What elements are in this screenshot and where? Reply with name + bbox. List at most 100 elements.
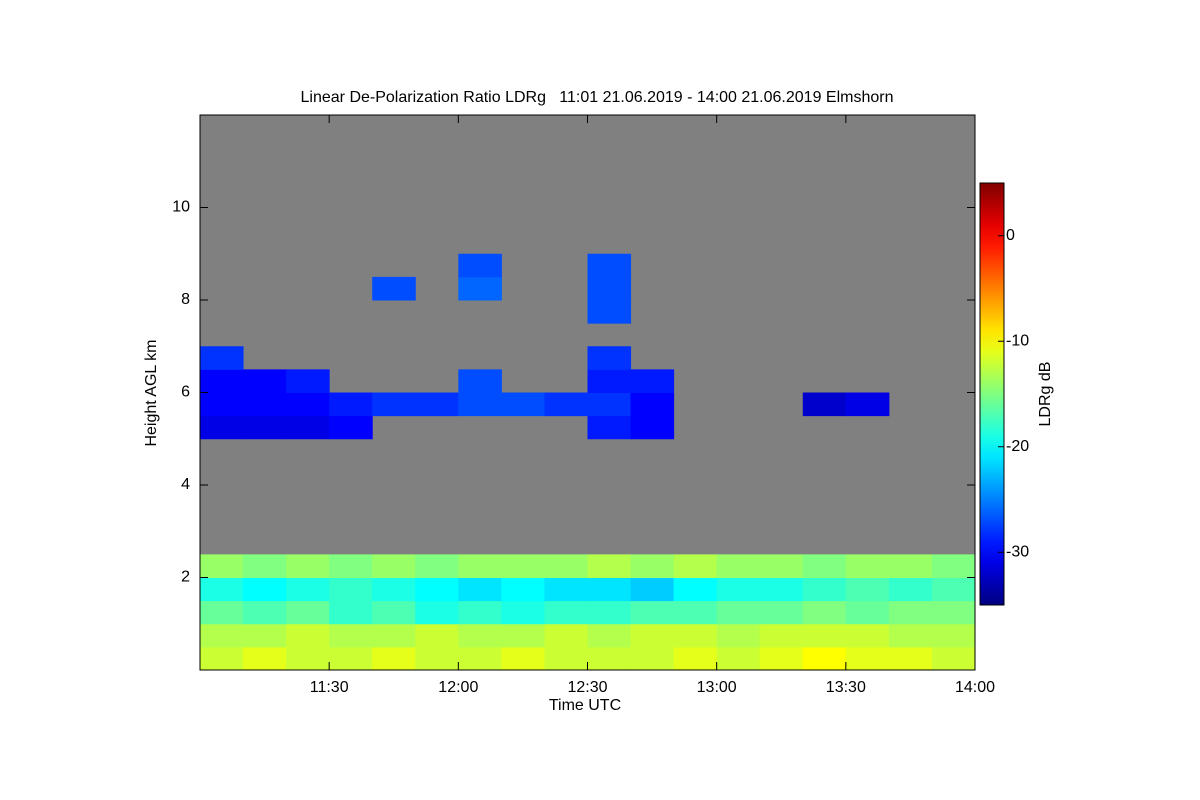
heatmap-cell	[329, 577, 373, 602]
heatmap-cell	[329, 623, 373, 648]
heatmap-cell	[673, 600, 718, 625]
heatmap-cell	[372, 276, 416, 301]
heatmap-cell	[845, 623, 890, 648]
heatmap-cell	[200, 554, 244, 578]
heatmap-cell	[845, 554, 890, 578]
heatmap-cell	[372, 392, 416, 417]
heatmap-cell	[630, 415, 675, 440]
heatmap-cell	[931, 554, 976, 578]
heatmap-cell	[458, 253, 502, 278]
heatmap-cell	[544, 577, 588, 602]
heatmap-cell	[802, 577, 847, 602]
heatmap-cell	[544, 646, 588, 671]
heatmap-cell	[845, 646, 890, 671]
heatmap-cell	[286, 577, 330, 602]
heatmap-cell	[329, 646, 373, 671]
heatmap-cell	[200, 369, 244, 393]
heatmap-cell	[372, 600, 416, 625]
heatmap-cell	[243, 600, 287, 625]
heatmap-cell	[458, 392, 502, 417]
heatmap-cell	[587, 276, 632, 301]
heatmap-cell	[716, 554, 761, 578]
heatmap-cell	[587, 646, 632, 671]
y-tick-label: 10	[172, 199, 190, 216]
heatmap-cell	[802, 392, 847, 417]
heatmap-cell	[888, 646, 933, 671]
heatmap-cell	[458, 554, 502, 578]
heatmap-cell	[200, 415, 244, 440]
y-tick-label: 6	[181, 384, 190, 401]
heatmap-cell	[200, 392, 244, 417]
heatmap-cell	[200, 646, 244, 671]
heatmap-cell	[286, 600, 330, 625]
heatmap-cell	[931, 577, 976, 602]
y-tick-label: 8	[181, 291, 190, 308]
heatmap-cell	[630, 554, 675, 578]
heatmap-cell	[501, 392, 545, 417]
heatmap-cell	[802, 600, 847, 625]
heatmap-cell	[243, 369, 287, 393]
heatmap-cell	[415, 646, 459, 671]
heatmap-cell	[630, 392, 675, 417]
heatmap-cell	[501, 623, 545, 648]
x-tick-label: 12:30	[567, 679, 607, 696]
heatmap-cell	[329, 554, 373, 578]
heatmap-cell	[458, 577, 502, 602]
heatmap-cell	[587, 623, 632, 648]
heatmap-cell	[243, 577, 287, 602]
heatmap-cell	[888, 577, 933, 602]
heatmap-cell	[716, 600, 761, 625]
heatmap-cell	[587, 369, 632, 393]
heatmap-cell	[802, 554, 847, 578]
heatmap-cell	[802, 646, 847, 671]
heatmap-cell	[458, 623, 502, 648]
heatmap-cell	[501, 646, 545, 671]
heatmap-cell	[286, 369, 330, 393]
heatmap-cell	[716, 577, 761, 602]
x-tick-label: 11:30	[310, 679, 349, 696]
colorbar-label: LDRg dB	[1037, 362, 1054, 427]
heatmap-cell	[372, 554, 416, 578]
heatmap-cell	[501, 600, 545, 625]
heatmap-cell	[286, 623, 330, 648]
y-axis-label: Height AGL km	[143, 339, 160, 446]
heatmap-cell	[372, 646, 416, 671]
colorbar-tick-label: -10	[1006, 332, 1029, 349]
heatmap-cell	[415, 392, 459, 417]
heatmap-cell	[630, 600, 675, 625]
heatmap-cell	[415, 577, 459, 602]
heatmap-cell	[931, 623, 976, 648]
heatmap-cell	[458, 600, 502, 625]
heatmap-cell	[888, 600, 933, 625]
heatmap-cell	[286, 646, 330, 671]
x-tick-label: 13:00	[697, 679, 737, 696]
heatmap-cell	[759, 554, 804, 578]
heatmap-cell	[243, 623, 287, 648]
heatmap-cell	[630, 646, 675, 671]
x-tick-label: 13:30	[826, 679, 866, 696]
heatmap-cell	[931, 600, 976, 625]
heatmap-cell	[673, 646, 718, 671]
heatmap-cell	[759, 577, 804, 602]
heatmap-cell	[587, 392, 632, 417]
heatmap-cell	[716, 623, 761, 648]
colorbar-tick-label: -30	[1006, 543, 1029, 560]
heatmap-cell	[200, 600, 244, 625]
heatmap-cell	[372, 623, 416, 648]
heatmap-cell	[759, 600, 804, 625]
x-tick-label: 14:00	[955, 679, 995, 696]
heatmap-cell	[845, 600, 890, 625]
heatmap-cell	[243, 554, 287, 578]
x-tick-label: 12:00	[438, 679, 478, 696]
heatmap-cell	[587, 415, 632, 440]
heatmap-cell	[200, 346, 244, 370]
heatmap-cell	[286, 415, 330, 440]
heatmap-cell	[587, 346, 632, 370]
chart-title: Linear De-Polarization Ratio LDRg 11:01 …	[301, 89, 894, 106]
heatmap-cell	[200, 623, 244, 648]
heatmap-cell	[243, 646, 287, 671]
heatmap-cell	[458, 276, 502, 301]
heatmap-cell	[845, 392, 890, 417]
heatmap-cell	[888, 623, 933, 648]
